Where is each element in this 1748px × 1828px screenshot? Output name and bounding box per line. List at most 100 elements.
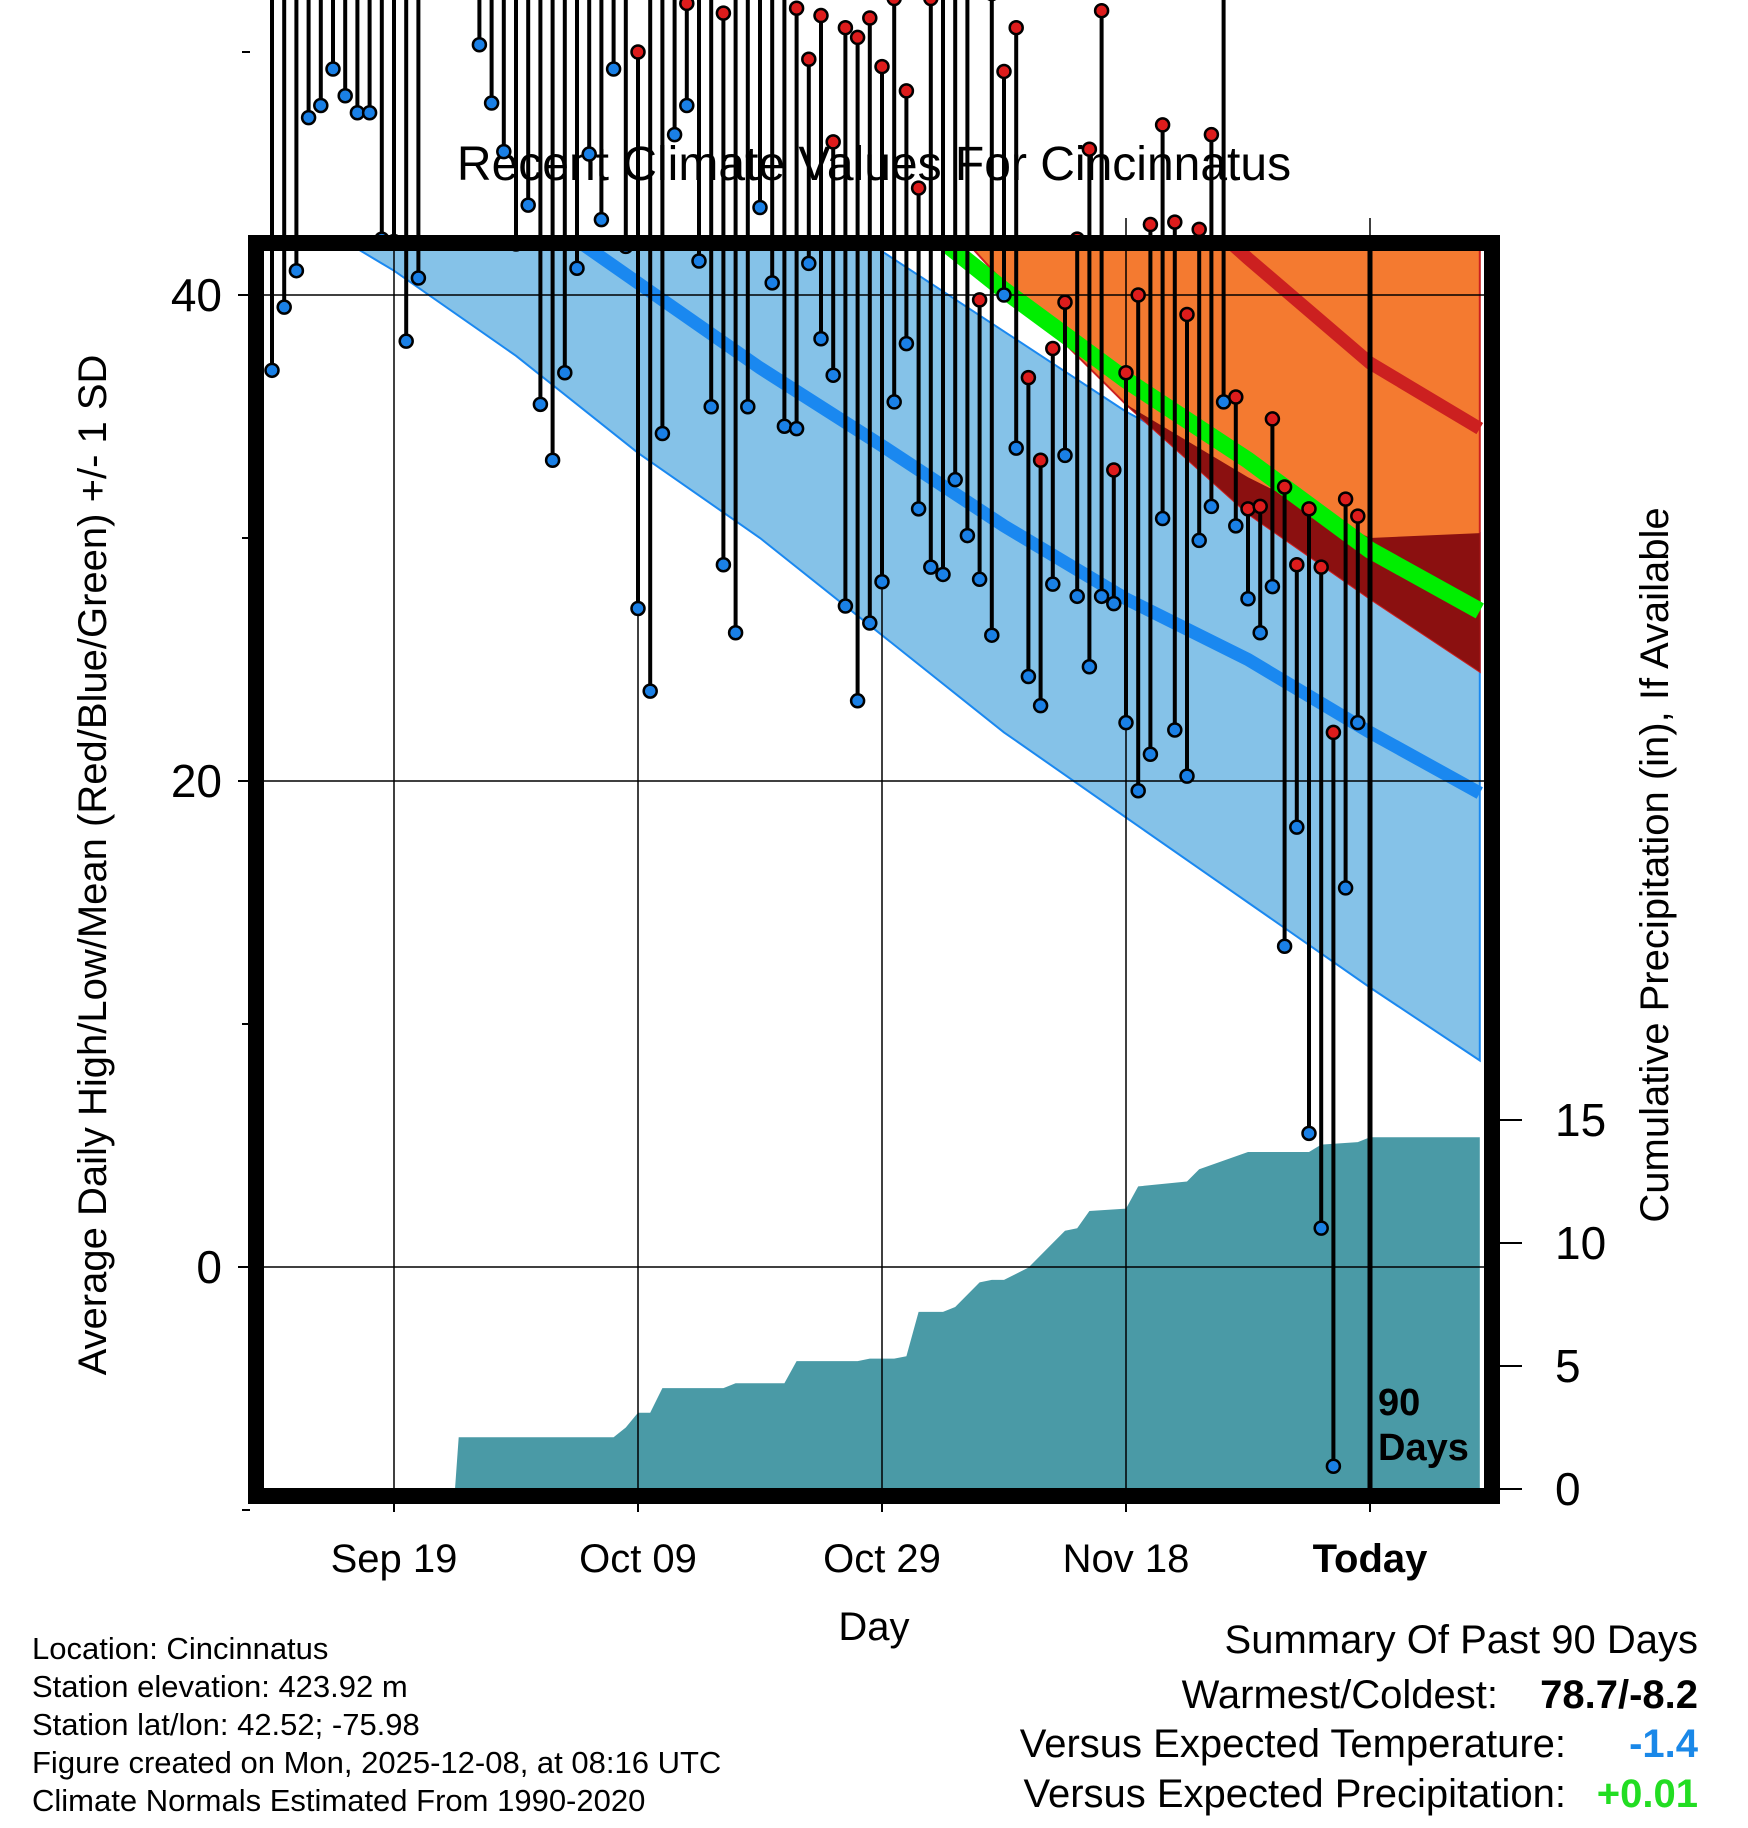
y2-tick-label: 5 bbox=[1555, 1340, 1581, 1392]
low-point bbox=[1130, 782, 1146, 799]
low-point bbox=[313, 97, 329, 114]
low-point bbox=[1203, 498, 1220, 515]
low-point bbox=[679, 97, 695, 114]
low-point bbox=[1313, 1220, 1329, 1236]
high-point bbox=[1325, 724, 1342, 741]
low-point bbox=[410, 270, 427, 286]
high-point bbox=[1130, 287, 1146, 303]
low-point bbox=[605, 61, 622, 77]
summary-temp-label: Versus Expected Temperature: bbox=[1019, 1722, 1566, 1766]
low-point bbox=[776, 418, 793, 434]
frame-border bbox=[248, 235, 1500, 1504]
summary-warm-cold-label: Warmest/Coldest: bbox=[1181, 1673, 1498, 1717]
low-point bbox=[764, 275, 780, 291]
high-point bbox=[1289, 556, 1305, 573]
low-point bbox=[1008, 440, 1024, 456]
low-point bbox=[1325, 1458, 1342, 1475]
high-point bbox=[825, 134, 841, 150]
low-point bbox=[581, 146, 597, 162]
low-point bbox=[788, 420, 805, 437]
low-point bbox=[1252, 625, 1268, 641]
high-point bbox=[1057, 294, 1073, 311]
low-point bbox=[300, 109, 317, 126]
y-tick-label: 20 bbox=[171, 755, 222, 807]
low-point bbox=[837, 598, 854, 614]
period-label-number: 90 bbox=[1378, 1382, 1420, 1424]
low-point bbox=[532, 396, 549, 413]
high-point bbox=[1191, 221, 1207, 238]
low-point bbox=[971, 571, 988, 588]
low-point bbox=[557, 365, 573, 381]
low-point bbox=[1240, 591, 1256, 607]
low-point bbox=[483, 95, 500, 111]
low-point bbox=[740, 399, 756, 415]
low-point bbox=[1167, 722, 1183, 738]
low-point bbox=[886, 394, 902, 410]
x-tick-label: Sep 19 bbox=[331, 1537, 458, 1581]
low-point bbox=[1337, 880, 1354, 896]
low-point bbox=[471, 36, 488, 53]
x-tick-label: Nov 18 bbox=[1063, 1537, 1190, 1581]
low-point bbox=[752, 199, 768, 216]
info-normals: Climate Normals Estimated From 1990-2020 bbox=[32, 1783, 646, 1818]
summary-warm-cold-value: 78.7/-8.2 bbox=[1540, 1673, 1698, 1717]
high-point bbox=[1301, 501, 1317, 517]
low-point bbox=[1020, 668, 1037, 685]
high-point bbox=[801, 51, 817, 68]
high-point bbox=[862, 10, 878, 26]
summary-precip-value: +0.01 bbox=[1596, 1772, 1698, 1816]
high-point bbox=[1350, 508, 1366, 524]
info-created: Figure created on Mon, 2025-12-08, at 08… bbox=[32, 1745, 722, 1780]
high-point bbox=[874, 58, 890, 75]
period-label-unit: Days bbox=[1378, 1427, 1469, 1469]
low-point bbox=[1154, 510, 1171, 527]
low-point bbox=[630, 600, 646, 617]
high-point bbox=[1240, 501, 1256, 517]
info-location: Location: Cincinnatus bbox=[32, 1631, 329, 1666]
y-axis-label: Average Daily High/Low/Mean (Red/Blue/Gr… bbox=[71, 355, 115, 1376]
low-point bbox=[935, 566, 951, 583]
high-point bbox=[1032, 452, 1049, 468]
low-point bbox=[276, 299, 292, 315]
high-point bbox=[837, 19, 854, 36]
low-point bbox=[1301, 1125, 1317, 1142]
low-point bbox=[959, 527, 976, 544]
low-point bbox=[898, 335, 915, 352]
precip-area bbox=[272, 1137, 1480, 1489]
low-point bbox=[813, 330, 829, 347]
low-point bbox=[569, 260, 585, 277]
low-point bbox=[1142, 746, 1159, 763]
high-point bbox=[910, 180, 927, 196]
high-point bbox=[679, 0, 695, 12]
high-point bbox=[1020, 369, 1037, 386]
high-point bbox=[1228, 389, 1244, 405]
low-point bbox=[825, 367, 841, 383]
high-point bbox=[715, 5, 732, 21]
low-point bbox=[1069, 588, 1085, 605]
low-point bbox=[996, 287, 1012, 303]
high-point bbox=[1337, 491, 1354, 507]
summary-temp-value: -1.4 bbox=[1629, 1722, 1698, 1766]
high-point bbox=[1093, 2, 1110, 19]
y-tick-label: 40 bbox=[171, 269, 222, 321]
plot-frame bbox=[248, 235, 1500, 1504]
low-point bbox=[1045, 576, 1061, 592]
low-point bbox=[1093, 588, 1110, 605]
low-point bbox=[1118, 714, 1134, 731]
low-point bbox=[666, 126, 683, 143]
low-point bbox=[1191, 532, 1207, 549]
low-point bbox=[1179, 768, 1195, 784]
low-point bbox=[923, 559, 939, 575]
low-point bbox=[849, 693, 866, 709]
low-point bbox=[288, 262, 305, 279]
low-point bbox=[654, 425, 671, 442]
y2-tick-label: 0 bbox=[1555, 1463, 1581, 1515]
high-point bbox=[1167, 214, 1183, 230]
low-point bbox=[642, 683, 658, 699]
low-point bbox=[1032, 697, 1049, 714]
low-point bbox=[325, 61, 341, 77]
high-point bbox=[1081, 141, 1098, 157]
low-point bbox=[801, 255, 817, 272]
